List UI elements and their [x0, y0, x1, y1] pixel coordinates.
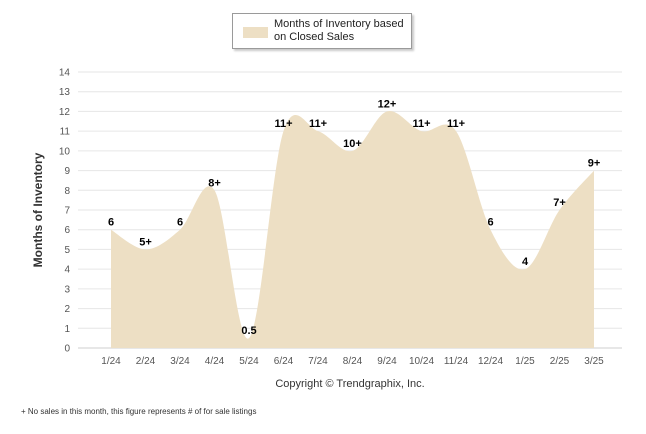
- y-tick-label: 14: [59, 68, 71, 79]
- y-tick-label: 1: [64, 324, 70, 335]
- data-label: 6: [177, 217, 183, 229]
- x-tick-label: 8/24: [343, 356, 363, 367]
- data-label: 8+: [208, 177, 221, 189]
- area-series: [111, 111, 594, 348]
- x-tick-label: 7/24: [308, 356, 328, 367]
- data-label: 7+: [553, 197, 566, 209]
- x-tick-label: 5/24: [239, 356, 259, 367]
- x-axis-title: Copyright © Trendgraphix, Inc.: [275, 378, 424, 390]
- y-tick-label: 13: [59, 87, 71, 98]
- x-tick-label: 1/24: [101, 356, 121, 367]
- x-tick-label: 1/25: [515, 356, 535, 367]
- data-label: 0.5: [241, 325, 256, 337]
- y-tick-label: 6: [64, 225, 70, 236]
- x-tick-label: 2/24: [136, 356, 156, 367]
- data-label: 6: [108, 217, 114, 229]
- y-tick-label: 10: [59, 146, 71, 157]
- data-label: 11+: [447, 118, 465, 130]
- y-tick-label: 4: [64, 265, 70, 276]
- area-fill: [111, 111, 594, 348]
- y-tick-label: 8: [64, 186, 70, 197]
- y-tick-label: 11: [60, 127, 71, 138]
- x-tick-label: 2/25: [550, 356, 570, 367]
- x-tick-label: 4/24: [205, 356, 225, 367]
- x-tick-label: 9/24: [377, 356, 397, 367]
- x-tick-label: 11/24: [444, 356, 469, 367]
- y-axis-title: Months of Inventory: [31, 152, 45, 267]
- legend-swatch: [243, 27, 268, 38]
- data-label: 11+: [412, 118, 430, 130]
- footnote: + No sales in this month, this figure re…: [21, 407, 257, 416]
- data-label: 6: [487, 217, 493, 229]
- y-tick-label: 12: [59, 107, 71, 118]
- legend: Months of Inventory based on Closed Sale…: [232, 13, 412, 49]
- data-labels: 6 5+ 6 8+ 0.5 11+ 11+ 10+ 12+ 11+ 11+ 6 4 7+ 9+: [108, 98, 600, 337]
- x-tick-label: 6/24: [274, 356, 294, 367]
- data-label: 11+: [274, 118, 292, 130]
- y-tick-label: 7: [64, 206, 70, 217]
- data-label: 11+: [309, 118, 327, 130]
- legend-label: Months of Inventory based on Closed Sale…: [274, 18, 404, 43]
- x-tick-label: 12/24: [478, 356, 503, 367]
- y-tick-label: 0: [64, 344, 70, 355]
- x-tick-label: 3/25: [584, 356, 604, 367]
- data-label: 4: [522, 256, 529, 268]
- data-label: 5+: [139, 236, 152, 248]
- x-tick-label: 3/24: [170, 356, 190, 367]
- y-tick-label: 9: [64, 166, 70, 177]
- y-tick-label: 5: [64, 245, 70, 256]
- y-tick-label: 3: [64, 284, 70, 295]
- data-label: 12+: [378, 98, 397, 110]
- x-tick-label: 10/24: [409, 356, 434, 367]
- data-label: 9+: [588, 158, 601, 170]
- y-tick-label: 2: [64, 304, 70, 315]
- x-axis-ticks: 1/24 2/24 3/24 4/24 5/24 6/24 7/24 8/24 9/24 10/2…: [101, 356, 604, 367]
- data-label: 10+: [343, 138, 362, 150]
